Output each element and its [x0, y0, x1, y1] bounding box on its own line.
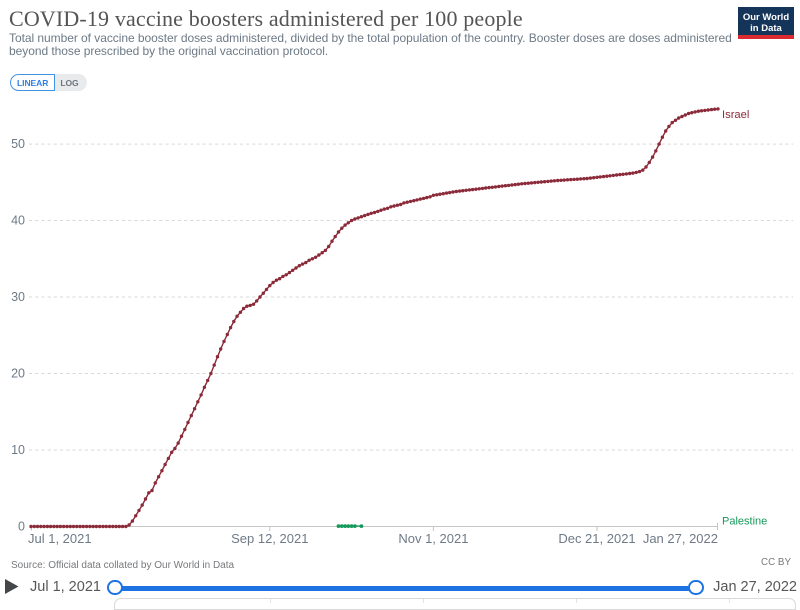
svg-text:0: 0	[18, 520, 25, 534]
svg-text:Dec 21, 2021: Dec 21, 2021	[558, 531, 635, 546]
svg-text:Sep 12, 2021: Sep 12, 2021	[231, 531, 308, 546]
svg-text:30: 30	[11, 290, 25, 304]
svg-text:Nov 1, 2021: Nov 1, 2021	[398, 531, 468, 546]
svg-text:Israel: Israel	[722, 109, 749, 121]
svg-text:Palestine: Palestine	[722, 516, 767, 528]
svg-text:Jan 27, 2022: Jan 27, 2022	[643, 531, 718, 546]
svg-text:20: 20	[11, 367, 25, 381]
svg-text:10: 10	[11, 443, 25, 457]
svg-text:Jul 1, 2021: Jul 1, 2021	[28, 531, 92, 546]
svg-text:40: 40	[11, 214, 25, 228]
svg-text:50: 50	[11, 137, 25, 151]
